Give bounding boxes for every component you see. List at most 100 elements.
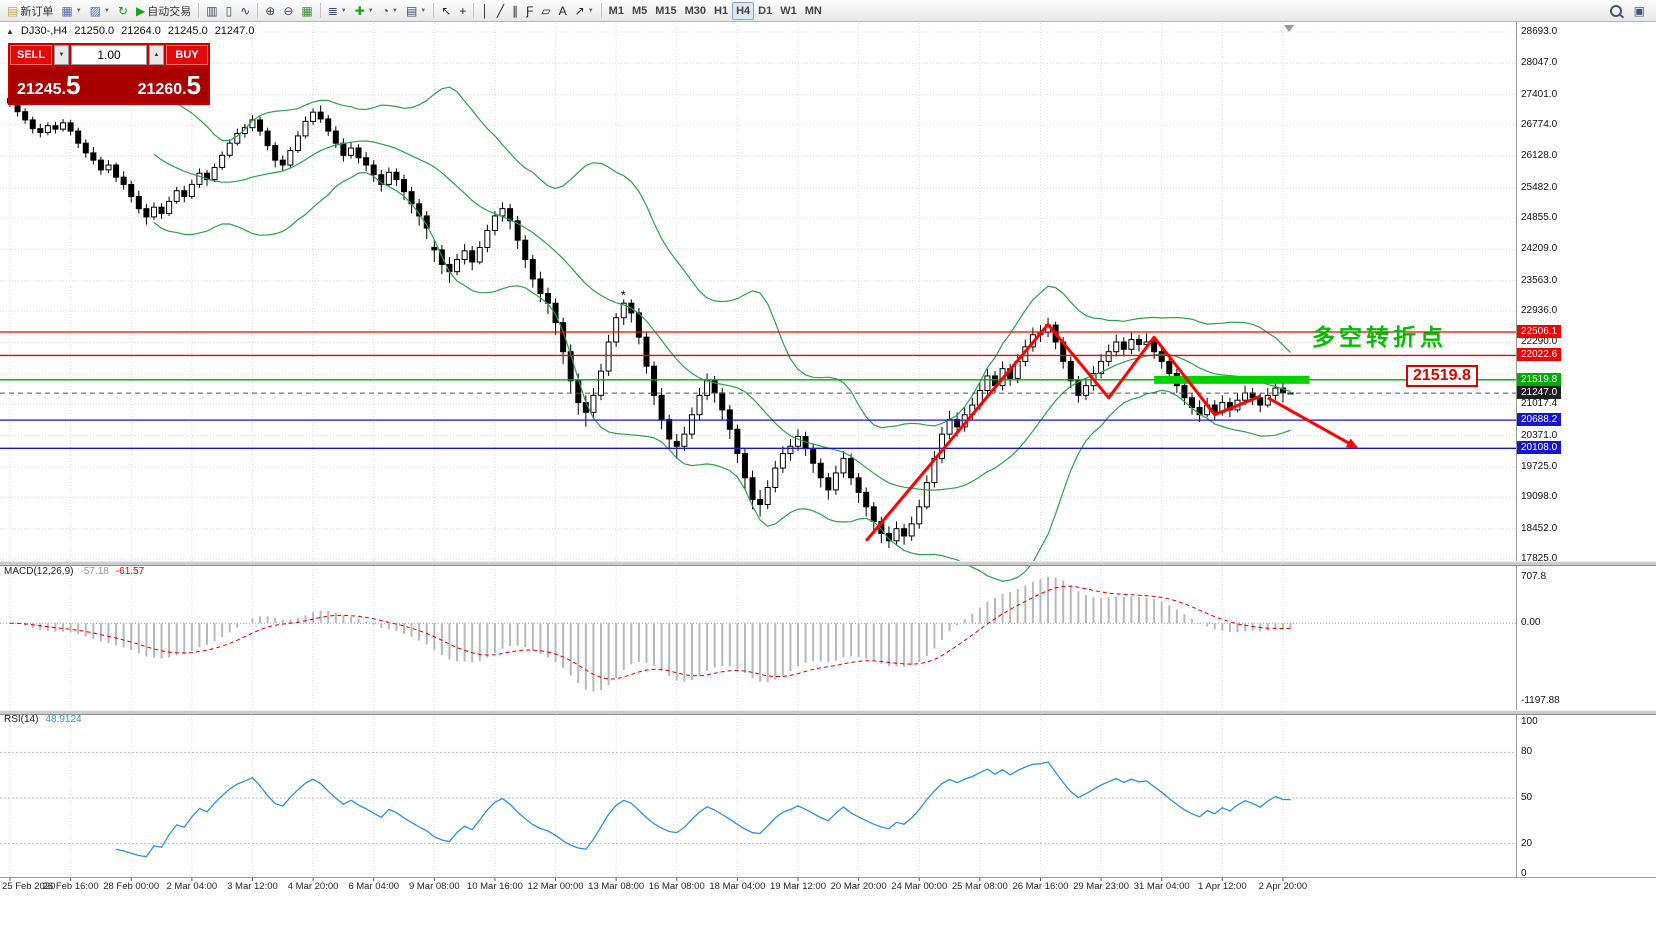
vertical-line-icon: │ [481, 3, 489, 18]
buy-price-main: 21260. [137, 80, 187, 98]
timeframe-h1-button[interactable]: H1 [710, 2, 732, 20]
time-axis-label: 3 Mar 12:00 [227, 881, 278, 892]
tile-windows-button[interactable]: ▦ [297, 2, 316, 20]
toolbar-separator [257, 3, 259, 18]
pane-divider-rsi[interactable] [0, 710, 1656, 715]
buy-price-display[interactable]: 21260. 5 [138, 70, 201, 101]
macd-scale-label: 0.00 [1521, 617, 1541, 629]
symbol-search-button[interactable] [1606, 2, 1626, 20]
volume-down-button[interactable]: ▼ [54, 45, 69, 65]
horizontal-levels-layer[interactable] [0, 331, 1516, 449]
close-value: 21247.0 [214, 25, 255, 37]
timeframe-h4-button[interactable]: H4 [732, 1, 755, 20]
macd-name: MACD(12,26,9) [4, 566, 74, 577]
chart-windows-button[interactable]: ▣ [1630, 2, 1649, 20]
profiles-icon: ▨ [89, 3, 101, 18]
toolbar-right-group: ▣ [1606, 2, 1653, 20]
caret-down-icon: ▼ [58, 52, 65, 58]
caret-down-icon: ▼ [103, 7, 110, 14]
objects-list-button[interactable]: ≣ ▼ [324, 2, 351, 20]
price-tag-annotation[interactable]: 21519.8 [1406, 365, 1478, 387]
shapes-button[interactable]: ▱ [537, 2, 554, 20]
refresh-button[interactable]: ↻ [114, 2, 132, 20]
line-chart-button[interactable]: ∿ [236, 2, 254, 20]
templates-button[interactable]: ▤ ▼ [402, 2, 430, 20]
fibonacci-button[interactable]: Ƒ [522, 2, 537, 20]
sell-price-display[interactable]: 21245. 5 [17, 70, 80, 101]
open-value: 21250.0 [74, 25, 115, 37]
price-scale-label: 25482.0 [1521, 181, 1558, 193]
buy-button[interactable]: BUY [166, 45, 208, 65]
timeframe-w1-button[interactable]: W1 [776, 2, 801, 20]
toolbar-separator [600, 3, 602, 18]
rsi-layer [115, 761, 1291, 858]
vertical-line-button[interactable]: │ [477, 2, 493, 20]
time-axis-label: 19 Mar 12:00 [770, 881, 826, 892]
volume-input[interactable] [71, 45, 147, 65]
tile-windows-icon: ▦ [301, 3, 313, 18]
symbol-search-icon [1609, 4, 1622, 17]
toolbar-separator [198, 3, 200, 18]
text-label-button[interactable]: A [555, 2, 571, 20]
timeframe-label: M1 [608, 4, 624, 17]
zoom-out-icon: ⊖ [283, 3, 294, 18]
fibonacci-icon: Ƒ [526, 3, 534, 18]
channel-icon: ∥ [512, 3, 519, 18]
text-label-icon: A [558, 3, 567, 18]
caret-down-icon: ▼ [367, 7, 374, 14]
timeframe-m15-button[interactable]: M15 [651, 2, 680, 20]
sell-price-pips: 5 [65, 69, 81, 100]
timeframe-m30-button[interactable]: M30 [681, 2, 710, 20]
periods-button[interactable]: ◔ ▼ [378, 2, 402, 20]
price-scale-label: 26128.0 [1521, 150, 1558, 162]
rsi-value: 48.9124 [45, 714, 82, 725]
arrows-button[interactable]: ↗ ▼ [571, 2, 598, 20]
price-scale-label: 20371.0 [1521, 429, 1558, 441]
toolbar-separator [473, 3, 475, 18]
chart-ohlc-header: ▲ DJ30-,H4 21250.0 21264.0 21245.0 21247… [6, 25, 254, 37]
trend-drawings-layer[interactable]: * [621, 287, 1359, 542]
cursor-button[interactable]: ↖ [437, 2, 455, 20]
indicators-button[interactable]: ✚ ▼ [351, 2, 378, 20]
trendline-button[interactable]: ╱ [493, 2, 508, 20]
time-axis-label: 2 Mar 04:00 [166, 881, 218, 892]
volume-up-button[interactable]: ▲ [149, 45, 164, 65]
time-axis-label: 4 Mar 20:00 [287, 881, 339, 892]
crosshair-button[interactable]: + [455, 2, 470, 20]
line-chart-icon: ∿ [240, 3, 251, 18]
timeframe-mn-button[interactable]: MN [801, 2, 826, 20]
timeframe-d1-button[interactable]: D1 [754, 2, 776, 20]
low-value: 21245.0 [167, 25, 208, 37]
profiles-button[interactable]: ▨ ▼ [86, 2, 114, 20]
toolbar: ▤ 新订单 ▦ ▼ ▨ ▼ ↻ ▶ 自动交易 ▥ ▯ ∿ ⊕ ⊖ ▦ ≣ ▼ ✚ ▼ ◔ ▼ ▤ ▼ ↖ + │ ╱ ∥ Ƒ ▱ A ↗ ▼ M1… [0, 0, 1656, 22]
bar-chart-button[interactable]: ▥ [202, 2, 221, 20]
timeframe-label: H1 [714, 4, 729, 17]
channel-button[interactable]: ∥ [508, 2, 522, 20]
chart-window-button[interactable]: ▦ ▼ [57, 2, 85, 20]
candlestick-chart-button[interactable]: ▯ [222, 2, 237, 20]
price-scale-label: 22936.0 [1521, 305, 1558, 317]
indicators-icon: ✚ [354, 3, 365, 18]
price-scale-label: 17825.0 [1521, 553, 1558, 564]
price-scale-label: 26774.0 [1521, 119, 1558, 131]
rsi-scale-label: 80 [1521, 746, 1533, 758]
timeframe-m5-button[interactable]: M5 [628, 2, 651, 20]
time-axis-label: 24 Mar 00:00 [891, 881, 948, 892]
templates-icon: ▤ [405, 3, 418, 18]
sell-button[interactable]: SELL [10, 45, 52, 65]
autotrading-button[interactable]: ▶ 自动交易 [132, 2, 195, 20]
trade-panel-controls: SELL ▼ ▲ BUY [10, 45, 208, 65]
oneclick-toggle-icon[interactable]: ▲ [6, 26, 14, 36]
zoom-out-button[interactable]: ⊖ [279, 2, 297, 20]
chart-shift-marker[interactable] [1284, 25, 1294, 32]
timeframe-label: W1 [780, 4, 797, 17]
timeframe-label: M15 [655, 4, 677, 17]
timeframe-m1-button[interactable]: M1 [605, 2, 628, 20]
new-order-button[interactable]: ▤ 新订单 [3, 2, 57, 20]
price-scale-label: 21017.4 [1521, 398, 1558, 410]
one-click-trading-panel: SELL ▼ ▲ BUY 21245.5 21260.5 [8, 43, 210, 105]
zoom-in-button[interactable]: ⊕ [261, 2, 279, 20]
pane-divider-macd[interactable] [0, 561, 1656, 566]
turning-point-annotation[interactable]: 多空转折点 [1312, 324, 1447, 350]
autotrading-icon: ▶ [136, 3, 146, 18]
